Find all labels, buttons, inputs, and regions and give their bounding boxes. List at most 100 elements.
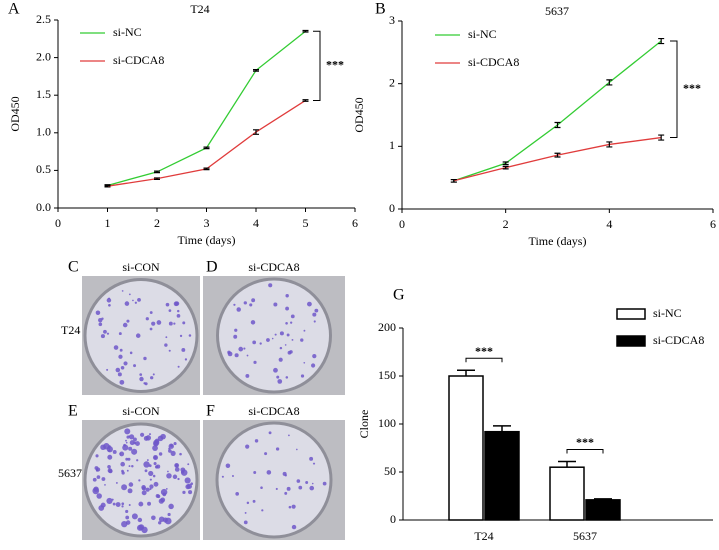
x-tick-label: T24 [474,529,493,543]
colony [274,333,277,336]
plate-photo [82,420,200,540]
chart-title: 5637 [545,4,569,18]
colony [170,444,173,447]
y-axis-label: OD450 [352,97,366,132]
colony [128,293,131,296]
colony [165,487,168,490]
colony [252,499,256,503]
error-bar [558,460,576,468]
colony [168,447,171,450]
colony [131,464,134,468]
colony [134,301,137,304]
colony [158,521,162,525]
colony [238,346,244,352]
colony [107,454,113,460]
colony [149,484,154,489]
colony [108,303,111,307]
colony [115,367,121,373]
colony [168,321,173,326]
colony [141,526,148,534]
colony [167,512,171,517]
colony [141,485,146,490]
colony [127,488,133,494]
panel-letter: B [375,1,386,18]
colony [106,368,109,371]
colony [176,309,180,313]
x-tick-label: 2 [503,217,509,231]
error-bar [253,69,259,72]
colony [143,382,146,385]
panel-letter: A [8,1,20,18]
colony [150,376,154,380]
colony [94,466,99,470]
colony [312,312,317,317]
colony [123,443,126,447]
colony [285,321,288,325]
x-tick-label: 1 [105,216,111,230]
error-bar [457,369,475,376]
colony [268,283,273,288]
legend-swatch [616,308,646,320]
x-axis-label: Time (days) [529,234,587,248]
y-tick-label: 0.5 [36,162,51,176]
colony [168,309,172,313]
colony [177,477,180,481]
x-tick-label: 5637 [573,529,597,543]
error-bar [493,425,511,432]
colony [221,475,224,478]
legend-label: si-NC [468,27,497,41]
error-bar [606,141,613,148]
colony [275,487,278,490]
colony [284,491,288,495]
colony [305,481,309,484]
colony [266,470,272,475]
colony [173,322,176,325]
colony [156,320,162,325]
colony [245,444,250,449]
colony [279,346,283,350]
y-tick-label: 150 [378,368,396,382]
colony [153,462,157,466]
chart-title: T24 [190,2,209,16]
plate-photo [203,420,345,540]
colony [138,501,144,507]
colony [140,432,145,437]
colony [96,475,101,479]
colony [276,375,280,379]
colony [125,439,127,442]
colony [124,428,131,435]
error-bar [253,129,259,135]
colony [165,336,168,339]
colony [104,484,106,486]
plate-photo [203,276,345,395]
legend-label: si-CDCA8 [113,53,164,67]
annotation: *** [475,344,493,358]
x-tick-label: 4 [606,217,612,231]
colony [285,306,289,311]
colony [290,314,295,319]
y-tick-label: 2 [389,75,395,89]
colony [149,311,153,314]
colony [312,462,316,465]
colony [121,484,128,491]
plate-photo [82,276,200,395]
colony [168,503,174,510]
annotation: *** [683,81,701,95]
line [453,136,662,182]
colony [279,331,284,336]
colony [268,431,272,435]
colony [106,497,113,505]
colony [170,450,176,456]
y-tick-label: 200 [378,320,396,334]
error-bar [658,134,665,141]
colony [95,454,99,458]
legend-label: si-NC [113,25,142,39]
x-tick-label: 0 [55,216,61,230]
colony [286,486,291,491]
colony [298,485,303,490]
colony [273,302,278,307]
colony [278,357,283,362]
colony [151,515,156,521]
colony [250,320,256,325]
x-tick-label: 5 [303,216,309,230]
